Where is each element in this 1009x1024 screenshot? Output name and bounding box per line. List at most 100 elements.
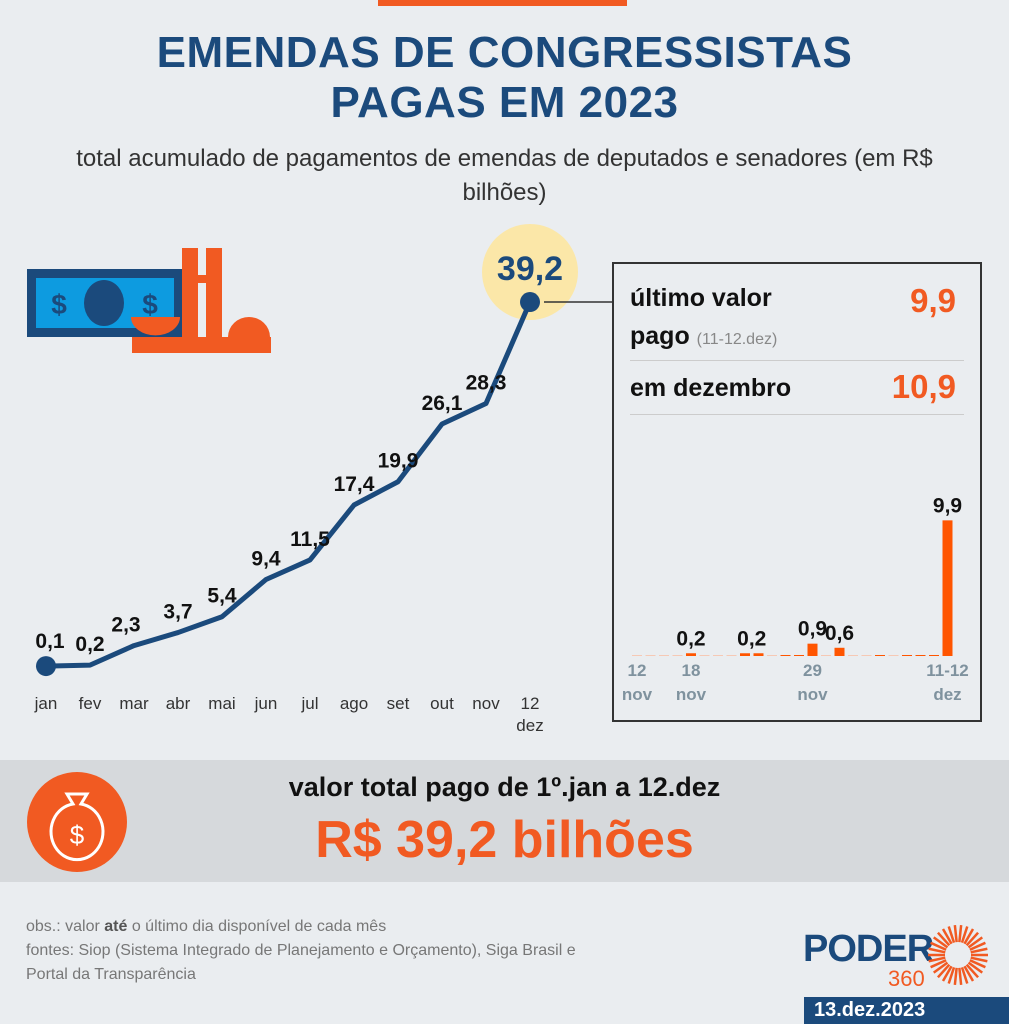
highlight-circle: [482, 224, 578, 320]
chart-subtitle: total acumulado de pagamentos de emendas…: [76, 145, 933, 206]
publication-date: 13.dez.2023: [804, 997, 1009, 1024]
bar-data-label: 0,2: [737, 627, 766, 650]
bar: [767, 655, 777, 656]
bar-tick-label: nov: [676, 685, 707, 704]
x-tick-label: jan: [34, 694, 58, 713]
note-bold: até: [104, 918, 128, 935]
bar-tick-label: 11-12: [926, 661, 969, 680]
title-line-1: EMENDAS DE CONGRESSISTAS: [156, 28, 853, 77]
x-tick-label: mai: [208, 694, 235, 713]
last-value-label-2: pago: [630, 322, 690, 350]
svg-text:$: $: [51, 289, 67, 320]
bar: [875, 655, 885, 656]
last-value-label: último valor: [630, 284, 772, 312]
sun-ray: [936, 931, 951, 947]
sun-ray: [967, 936, 984, 949]
data-label: 11,5: [290, 528, 330, 551]
x-tick-label: jul: [300, 694, 318, 713]
bar: [672, 655, 683, 656]
data-label: 0,1: [35, 630, 65, 653]
x-tick-label: mar: [119, 694, 149, 713]
sun-ray: [969, 959, 986, 969]
bar: [645, 655, 656, 656]
data-label: 5,4: [207, 585, 237, 608]
sun-ray: [932, 936, 949, 949]
sun-ray: [967, 961, 984, 974]
bar: [942, 520, 953, 656]
bar: [686, 653, 696, 656]
chart-area: 0,1 jan 0,2 fev 2,3 mar 3,7 abr 5,4 mai 9,4 jun 11,5…: [34, 224, 612, 735]
sources-line-2: Portal da Transparência: [26, 966, 196, 983]
bar: [753, 653, 764, 656]
december-label: em dezembro: [630, 374, 792, 402]
brand-logo-360: 360: [888, 966, 925, 991]
bar: [780, 655, 791, 656]
bar: [888, 655, 899, 656]
december-value: 10,9: [891, 368, 956, 405]
sun-ray: [963, 928, 975, 945]
bar: [821, 655, 831, 656]
sun-ray: [953, 967, 958, 985]
money-bag-icon: $: [27, 772, 127, 872]
last-value-note: (11-12.dez): [696, 331, 778, 348]
bar: [834, 647, 845, 656]
top-accent-bar: [378, 0, 627, 6]
footnotes: obs.: valor até o último dia disponível …: [26, 915, 576, 987]
data-label: 17,4: [334, 473, 375, 496]
sun-ray: [941, 928, 953, 945]
sun-ray: [965, 931, 980, 947]
data-label: 28,3: [466, 372, 507, 395]
x-tick-label: abr: [166, 694, 191, 713]
bar-tick-label: 29: [803, 661, 822, 680]
bar-data-label: 0,6: [825, 622, 854, 645]
sun-ray: [947, 926, 956, 944]
note-text: obs.: valor: [26, 918, 105, 935]
bar-tick-label: dez: [933, 685, 961, 704]
sun-ray: [970, 956, 988, 963]
title-line-2: PAGAS EM 2023: [330, 78, 679, 127]
bar-chart-area: 0,2 0,2 0,90,6 9,9 12 nov 18 nov 29 nov 11-12 dez: [622, 494, 969, 704]
summary-band: [0, 760, 1009, 882]
summary-label: valor total pago de 1º.jan a 12.dez: [288, 772, 721, 802]
x-tick-label: nov: [472, 694, 500, 713]
bar-tick-label: nov: [622, 685, 653, 704]
sun-ray: [965, 963, 980, 979]
bar-data-label: 0,2: [676, 627, 705, 650]
x-tick-label: out: [430, 694, 454, 713]
bar: [807, 643, 818, 656]
data-label: 39,2: [497, 250, 563, 288]
x-tick-label: dez: [516, 716, 543, 735]
sun-ray: [963, 965, 975, 982]
bar: [726, 655, 737, 656]
bar: [632, 655, 642, 656]
bar: [713, 655, 723, 656]
last-value: 9,9: [910, 282, 956, 319]
note-text: o último dia disponível de cada mês: [127, 918, 387, 935]
inset-panel: último valor pago (11-12.dez) 9,9 em dez…: [612, 262, 982, 722]
bar-tick-label: 18: [682, 661, 701, 680]
data-label: 26,1: [422, 392, 463, 415]
sun-ray: [932, 961, 949, 974]
bar: [794, 655, 804, 656]
data-label: 2,3: [111, 614, 140, 637]
sun-ray: [960, 966, 969, 984]
svg-text:$: $: [142, 289, 158, 320]
bar: [848, 655, 858, 656]
bar: [929, 655, 939, 656]
bar: [902, 655, 912, 656]
series-line: [45, 301, 533, 669]
bar-tick-label: nov: [797, 685, 828, 704]
svg-text:$: $: [70, 820, 85, 850]
sun-ray: [960, 926, 969, 944]
bar-data-label: 9,9: [933, 494, 962, 517]
data-label: 3,7: [163, 601, 192, 624]
sources-line: fontes: Siop (Sistema Integrado de Plane…: [26, 942, 576, 959]
sun-ray: [947, 966, 956, 984]
x-tick-label: 12: [521, 694, 540, 713]
sun-ray: [969, 941, 986, 951]
data-point: [36, 656, 56, 677]
data-label: 0,2: [75, 633, 104, 656]
bar-data-label: 0,9: [798, 618, 827, 641]
bar: [861, 655, 872, 656]
sun-ray: [941, 965, 953, 982]
